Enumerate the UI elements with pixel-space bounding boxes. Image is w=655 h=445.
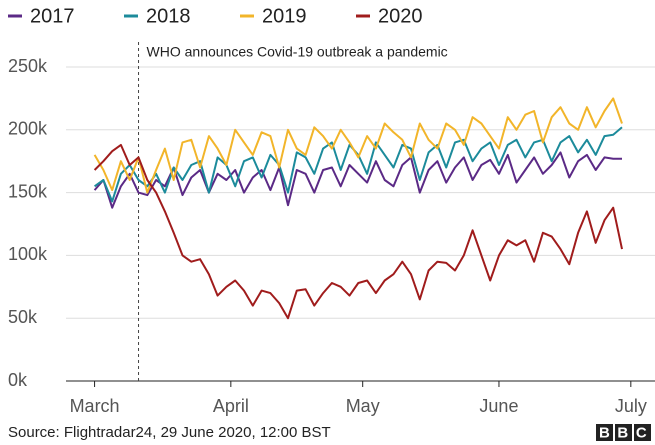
legend-label: 2018: [146, 5, 191, 27]
source: Source: Flightradar24, 29 June 2020, 12:…: [8, 424, 331, 441]
y-tick-label: 150k: [8, 181, 48, 201]
y-tick-label: 100k: [8, 244, 48, 264]
logo: BBC: [599, 424, 654, 441]
annotation: WHO announces Covid-19 outbreak a pandem…: [147, 44, 448, 60]
series-line: [93, 143, 623, 320]
y-tick-label: 200k: [8, 119, 48, 139]
series-line: [93, 97, 623, 194]
legend-label: 2019: [262, 5, 307, 27]
x-tick-label: April: [213, 396, 249, 416]
y-tick-label: 0k: [8, 370, 28, 390]
y-tick-label: 250k: [8, 56, 48, 76]
x-tick-label: July: [615, 396, 647, 416]
legend-label: 2020: [378, 5, 423, 27]
x-tick-label: May: [346, 396, 380, 416]
logo-box: [634, 424, 651, 441]
x-tick-label: March: [70, 396, 120, 416]
series-line: [93, 151, 622, 209]
logo-box: [596, 424, 613, 441]
y-tick-label: 50k: [8, 307, 38, 327]
x-tick-label: June: [479, 396, 518, 416]
legend-label: 2017: [30, 5, 75, 27]
logo-box: [615, 424, 632, 441]
